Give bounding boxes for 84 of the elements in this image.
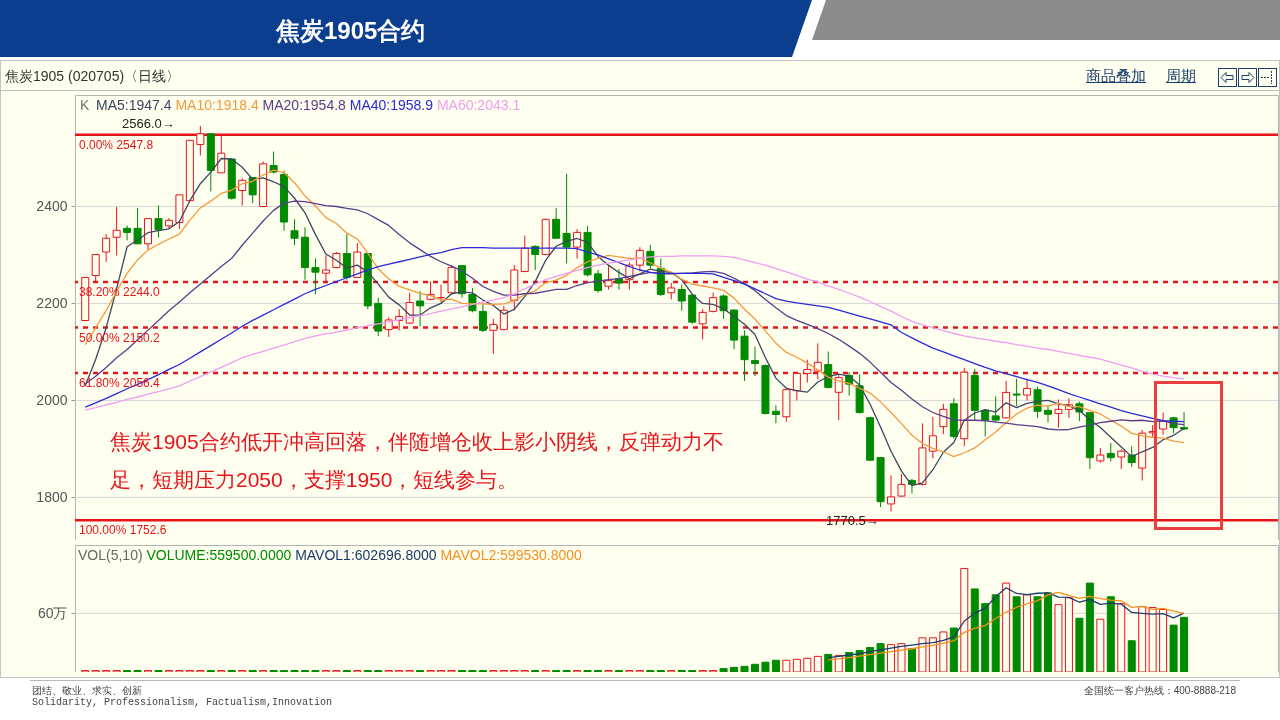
candlestick xyxy=(520,235,529,273)
text: MA40:1958.9 xyxy=(349,97,435,113)
candlestick xyxy=(1054,399,1063,429)
candlestick xyxy=(290,218,299,246)
candlestick xyxy=(740,329,749,382)
annotation: 焦炭1905合约低开冲高回落，伴随增仓收上影小阴线，反弹动力不足，短期压力2050，支撑1950，短线参与。 xyxy=(110,429,725,493)
candlestick xyxy=(342,233,351,281)
bar xyxy=(907,648,916,672)
candlestick xyxy=(311,258,320,295)
text: 周期 xyxy=(1166,67,1196,86)
candlestick xyxy=(573,228,582,260)
text: MAVOL1:602696.8000 xyxy=(295,547,438,563)
bar xyxy=(1085,582,1094,672)
annotation: K xyxy=(80,97,90,113)
candlestick xyxy=(562,173,571,264)
bar xyxy=(740,665,749,672)
text: MA20:1954.8 xyxy=(262,97,347,113)
candlestick xyxy=(887,475,896,513)
candlestick xyxy=(803,359,812,384)
text: Solidarity, Professionalism, Factualism,Innovation xyxy=(32,697,333,708)
bar xyxy=(1127,640,1136,672)
chart-subtitle: 焦炭1905 (020705)〈日线〉 xyxy=(5,68,181,86)
bar xyxy=(1106,596,1115,672)
candlestick xyxy=(112,206,121,256)
ref-line-label: 0.00% 2547.8 xyxy=(79,137,154,152)
candlestick xyxy=(123,224,132,241)
y-tick-label: 2200 xyxy=(36,294,68,311)
text: 商品叠加 xyxy=(1086,67,1146,86)
bar xyxy=(981,603,990,672)
text: MA5:1947.4 xyxy=(96,97,173,113)
candlestick xyxy=(1012,378,1021,407)
text: MA10:1918.4 xyxy=(175,97,260,113)
y-tick-label: 60万 xyxy=(37,604,68,621)
bar xyxy=(719,668,728,672)
candlestick xyxy=(771,404,780,424)
bar xyxy=(730,666,739,672)
candlestick xyxy=(677,284,686,312)
text: 全国统一客户热线：400-8888-218 xyxy=(1083,684,1236,698)
bar xyxy=(1169,624,1178,672)
bar xyxy=(750,663,759,672)
bar xyxy=(1033,596,1042,672)
candlestick xyxy=(834,373,843,421)
candlestick xyxy=(719,293,728,320)
candlestick xyxy=(478,303,487,333)
annotation: 2566.0→ xyxy=(122,116,175,131)
candlestick xyxy=(614,268,623,291)
candlestick xyxy=(750,346,759,377)
text: VOLUME:559500.0000 xyxy=(146,547,293,563)
bar xyxy=(1180,616,1189,672)
candlestick xyxy=(531,244,540,271)
ref-line-label: 100.00% 1752.6 xyxy=(79,523,167,538)
candlestick xyxy=(1127,445,1136,468)
candlestick xyxy=(416,290,425,327)
bar xyxy=(970,588,979,672)
candlestick xyxy=(1159,412,1168,436)
chart-title: 焦炭1905合约 xyxy=(276,16,426,46)
bar xyxy=(824,653,833,672)
y-tick-label: 1800 xyxy=(36,488,68,505)
y-tick-label: 2400 xyxy=(36,197,68,214)
text: MAVOL2:599530.8000 xyxy=(440,547,582,563)
candlestick xyxy=(1044,404,1052,423)
candlestick xyxy=(1023,378,1032,401)
candlestick xyxy=(939,403,948,435)
chart-title: VOL(5,10) xyxy=(78,547,144,563)
candlestick xyxy=(154,205,163,239)
candlestick xyxy=(928,416,937,459)
candlestick xyxy=(1106,442,1115,463)
bar xyxy=(991,594,1000,672)
text: 团结、敬业、求实、创新 xyxy=(32,684,142,697)
bar xyxy=(1012,596,1021,672)
candlestick xyxy=(897,473,906,498)
candlestick xyxy=(1180,411,1189,431)
candlestick xyxy=(991,395,1000,423)
bar xyxy=(1075,617,1084,672)
text: MA60:2043.1 xyxy=(436,97,521,113)
bar xyxy=(1044,592,1052,672)
candlestick xyxy=(102,233,111,263)
candlestick xyxy=(552,207,561,239)
candlestick xyxy=(133,207,142,245)
candlestick xyxy=(1117,449,1126,470)
bar xyxy=(761,661,770,672)
bar xyxy=(771,659,780,672)
bar xyxy=(949,627,958,672)
y-tick-label: 2000 xyxy=(36,391,68,408)
